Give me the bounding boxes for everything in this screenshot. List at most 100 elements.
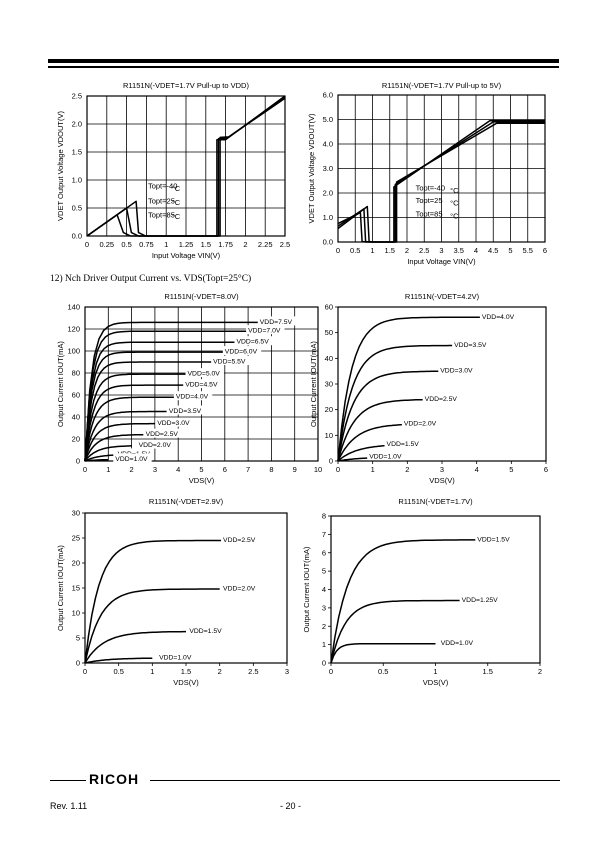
series-line xyxy=(337,456,377,462)
y-tick-label: 15 xyxy=(72,584,80,593)
series-label-bg xyxy=(422,393,462,403)
series-label-bg xyxy=(222,346,262,356)
series-line xyxy=(84,330,249,462)
footer-rule-right xyxy=(150,780,560,781)
series-label: VDD=1.5V xyxy=(118,451,151,458)
chart-annotation: Topt=-40 xyxy=(416,184,445,193)
y-tick-label: 3 xyxy=(322,603,326,612)
x-tick-label: 2.5 xyxy=(280,240,290,249)
series-label: VDD=4.0V xyxy=(482,314,515,321)
x-tick-label: 1 xyxy=(371,465,375,474)
series-label: VDD=6.0V xyxy=(225,349,258,356)
series-line xyxy=(84,458,109,462)
y-tick-label: 2.5 xyxy=(72,92,82,101)
series-label-bg xyxy=(113,453,152,463)
x-tick-label: 2 xyxy=(130,465,134,474)
x-tick-label: 7 xyxy=(246,465,250,474)
header-rule-thick xyxy=(48,59,559,63)
y-tick-label: 30 xyxy=(72,509,80,518)
plot-frame xyxy=(84,306,319,462)
x-tick-label: 5 xyxy=(508,246,512,255)
series-label-bg xyxy=(155,417,194,427)
x-tick-label: 4 xyxy=(176,465,180,474)
series-line xyxy=(337,121,545,243)
chart-title: R1151N(-VDET=1.7V Pull-up to VDD) xyxy=(123,81,249,90)
x-tick-label: 3 xyxy=(439,246,443,255)
y-tick-label: 60 xyxy=(72,391,80,400)
series-line xyxy=(84,351,225,462)
y-tick-label: 5 xyxy=(322,567,326,576)
series-label: VDD=1.0V xyxy=(369,454,402,461)
series-label: VDD=1.0V xyxy=(441,640,474,647)
series-label: VDD=4.0V xyxy=(176,394,209,401)
series-label-bg xyxy=(479,311,519,321)
plot-frame xyxy=(330,515,541,664)
series-line xyxy=(84,410,167,462)
y-tick-label: 3.0 xyxy=(323,164,333,173)
footer-rule-left xyxy=(50,780,86,781)
series-label-bg xyxy=(234,336,273,346)
y-tick-label: 40 xyxy=(325,354,333,363)
page-number: - 20 - xyxy=(280,801,302,811)
x-tick-label: 3 xyxy=(440,465,444,474)
chart-annotation: °C xyxy=(450,198,459,207)
series-label-bg xyxy=(183,379,222,389)
y-tick-label: 80 xyxy=(72,369,80,378)
series-line xyxy=(337,344,453,462)
ricoh-logo: RICOH xyxy=(86,771,143,787)
series-label: VDD=3.0V xyxy=(157,420,190,427)
chart-annotation: Topt=25 xyxy=(416,196,443,205)
x-tick-label: 1 xyxy=(150,667,154,676)
y-tick-label: 1.0 xyxy=(72,176,82,185)
x-axis-label: Input Voltage VIN(V) xyxy=(152,251,221,260)
y-tick-label: 7 xyxy=(322,530,326,539)
y-tick-label: 2.0 xyxy=(72,120,82,129)
y-tick-label: 5 xyxy=(76,634,80,643)
y-tick-label: 2.0 xyxy=(323,189,333,198)
chart-title: R1151N(-VDET=1.7V) xyxy=(398,497,473,506)
series-line xyxy=(84,321,272,462)
x-axis-label: VDS(V) xyxy=(173,678,199,687)
y-tick-label: 120 xyxy=(67,325,80,334)
series-line xyxy=(84,630,186,664)
series-label: VDD=2.5V xyxy=(223,537,256,544)
x-tick-label: 0.5 xyxy=(113,667,123,676)
y-tick-label: 30 xyxy=(325,380,333,389)
series-label-bg xyxy=(452,339,491,349)
x-axis-label: VDS(V) xyxy=(429,476,455,485)
series-label-bg xyxy=(246,325,285,335)
series-label-bg xyxy=(401,417,441,427)
y-tick-label: 0 xyxy=(322,659,326,668)
chart-annotation: °C xyxy=(450,186,459,195)
x-tick-label: 1.5 xyxy=(483,667,493,676)
series-label-bg xyxy=(143,428,182,438)
series-label: VDD=7.5V xyxy=(260,319,293,326)
x-axis-label: Input Voltage VIN(V) xyxy=(407,257,476,266)
chart-annotation: Topt=-40 xyxy=(148,181,177,190)
series-label-bg xyxy=(166,405,206,415)
chart-title: R1151N(-VDET=8.0V) xyxy=(164,292,239,301)
chart-annotation: °C xyxy=(172,198,181,207)
series-label-bg xyxy=(221,534,260,544)
y-tick-label: 10 xyxy=(72,609,80,618)
chart-annotation: Topt=25 xyxy=(148,197,175,206)
x-tick-label: 2 xyxy=(243,240,247,249)
plot-frame xyxy=(86,95,286,237)
series-line xyxy=(84,361,214,462)
y-tick-label: 0 xyxy=(76,659,80,668)
y-tick-label: 25 xyxy=(72,534,80,543)
series-line xyxy=(337,423,408,462)
series-label: VDD=2.0V xyxy=(223,586,256,593)
x-tick-label: 2.5 xyxy=(419,246,429,255)
x-tick-label: 2 xyxy=(405,246,409,255)
series-line xyxy=(84,422,155,462)
x-tick-label: 6 xyxy=(223,465,227,474)
x-tick-label: 2 xyxy=(218,667,222,676)
x-tick-label: 1.25 xyxy=(179,240,194,249)
x-tick-label: 4 xyxy=(474,246,478,255)
y-axis-label: Output Current IOUT(mA) xyxy=(56,341,65,427)
